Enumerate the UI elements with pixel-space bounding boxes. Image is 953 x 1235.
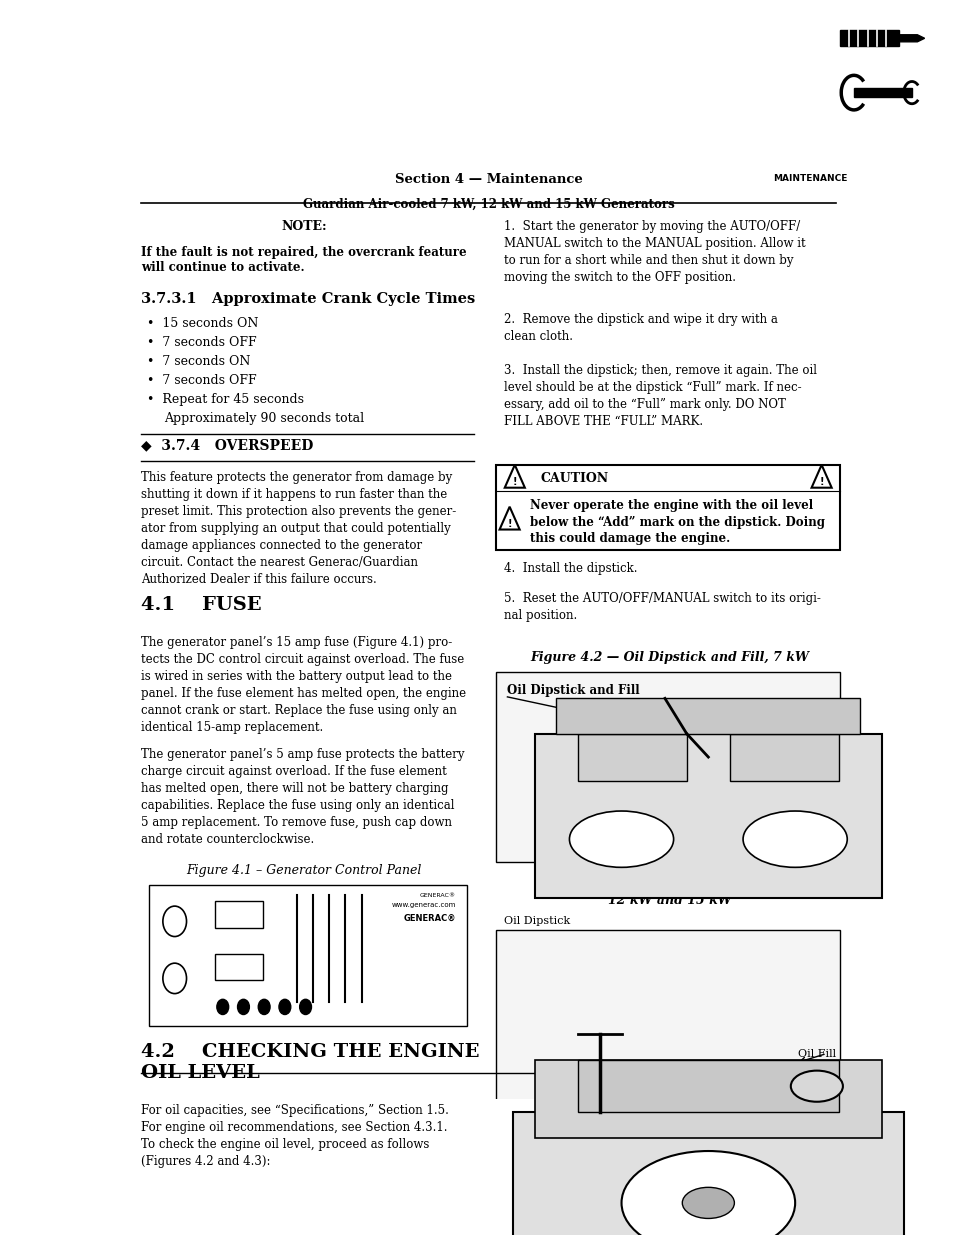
Text: •  7 seconds OFF: • 7 seconds OFF [147,336,256,348]
FancyBboxPatch shape [496,464,840,551]
Text: •  15 seconds ON: • 15 seconds ON [147,316,258,330]
Text: ◆  3.7.4   OVERSPEED: ◆ 3.7.4 OVERSPEED [141,438,314,452]
Text: Guardian Air-cooled 7 kW, 12 kW and 15 kW Generators: Guardian Air-cooled 7 kW, 12 kW and 15 k… [303,198,674,211]
FancyBboxPatch shape [496,930,840,1139]
Circle shape [258,999,270,1014]
Text: Approximately 90 seconds total: Approximately 90 seconds total [164,411,363,425]
Text: 4.1    FUSE: 4.1 FUSE [141,597,262,614]
Bar [853,89,911,98]
Text: Section 4 — Maintenance: Section 4 — Maintenance [395,173,582,186]
Circle shape [742,811,846,867]
Bar [534,1060,881,1139]
Text: NOTE:: NOTE: [281,220,327,232]
Bar [556,698,860,734]
Text: 1.  Start the generator by moving the AUTO/OFF/
MANUAL switch to the MANUAL posi: 1. Start the generator by moving the AUT… [503,220,804,284]
Text: 2.  Remove the dipstick and wipe it dry with a
clean cloth.: 2. Remove the dipstick and wipe it dry w… [503,312,777,343]
Text: Never operate the engine with the oil level
below the “Add” mark on the dipstick: Never operate the engine with the oil le… [529,499,823,545]
Bar [840,30,899,47]
Bar [578,1060,838,1113]
Text: Oil Fill: Oil Fill [798,1049,836,1058]
Text: !: ! [507,519,512,530]
Circle shape [681,1187,734,1219]
Text: GENERAC®: GENERAC® [419,893,456,898]
FancyBboxPatch shape [496,672,840,862]
Text: 5.  Reset the AUTO/OFF/MANUAL switch to its origi-
nal position.: 5. Reset the AUTO/OFF/MANUAL switch to i… [503,593,820,622]
Circle shape [790,1071,842,1102]
Text: •  Repeat for 45 seconds: • Repeat for 45 seconds [147,393,304,405]
Bar [534,734,881,898]
Text: GENERAC®: GENERAC® [403,914,456,923]
Text: 3.  Install the dipstick; then, remove it again. The oil
level should be at the : 3. Install the dipstick; then, remove it… [503,364,816,429]
Text: 3.7.3.1   Approximate Crank Cycle Times: 3.7.3.1 Approximate Crank Cycle Times [141,291,476,306]
Text: CAUTION: CAUTION [540,472,608,484]
Text: Figure 4.1 – Generator Control Panel: Figure 4.1 – Generator Control Panel [186,864,421,877]
Text: MAINTENANCE: MAINTENANCE [773,174,847,183]
Text: •  7 seconds ON: • 7 seconds ON [147,354,251,368]
Text: Figure 4.2 — Oil Dipstick and Fill, 7 kW: Figure 4.2 — Oil Dipstick and Fill, 7 kW [530,651,809,664]
FancyBboxPatch shape [149,885,466,1026]
Text: This feature protects the generator from damage by
shutting it down if it happen: This feature protects the generator from… [141,471,456,585]
Circle shape [278,999,291,1014]
FancyArrow shape [899,35,923,42]
Bar [513,1113,902,1235]
Text: Oil Dipstick: Oil Dipstick [503,915,569,925]
Circle shape [621,1151,794,1235]
Circle shape [569,811,673,867]
Circle shape [237,999,249,1014]
Circle shape [216,999,229,1014]
Text: Generac® Power Systems, Inc.  17: Generac® Power Systems, Inc. 17 [595,1082,836,1095]
Bar [729,734,838,781]
Bar [578,734,686,781]
Bar [215,902,263,927]
Text: The generator panel’s 15 amp fuse (Figure 4.1) pro-
tects the DC control circuit: The generator panel’s 15 amp fuse (Figur… [141,636,466,734]
Bar [215,953,263,981]
Circle shape [299,999,311,1014]
Text: !: ! [819,478,823,488]
Text: •  7 seconds OFF: • 7 seconds OFF [147,373,256,387]
Text: 4.  Install the dipstick.: 4. Install the dipstick. [503,562,637,574]
Text: Oil Dipstick and Fill: Oil Dipstick and Fill [507,684,639,697]
Text: If the fault is not repaired, the overcrank feature
will continue to activate.: If the fault is not repaired, the overcr… [141,246,467,274]
Text: For oil capacities, see “Specifications,” Section 1.5.
For engine oil recommenda: For oil capacities, see “Specifications,… [141,1104,449,1168]
Polygon shape [811,464,831,488]
Text: !: ! [512,478,517,488]
Text: The generator panel’s 5 amp fuse protects the battery
charge circuit against ove: The generator panel’s 5 amp fuse protect… [141,748,464,846]
Polygon shape [499,506,519,530]
Polygon shape [504,464,524,488]
Text: www.generac.com: www.generac.com [391,903,456,908]
Text: 4.2    CHECKING THE ENGINE
OIL LEVEL: 4.2 CHECKING THE ENGINE OIL LEVEL [141,1044,479,1082]
Text: Figure 4.3 — Oil Dipstick and Fill,
12 kW and 15 kW: Figure 4.3 — Oil Dipstick and Fill, 12 k… [550,879,789,908]
